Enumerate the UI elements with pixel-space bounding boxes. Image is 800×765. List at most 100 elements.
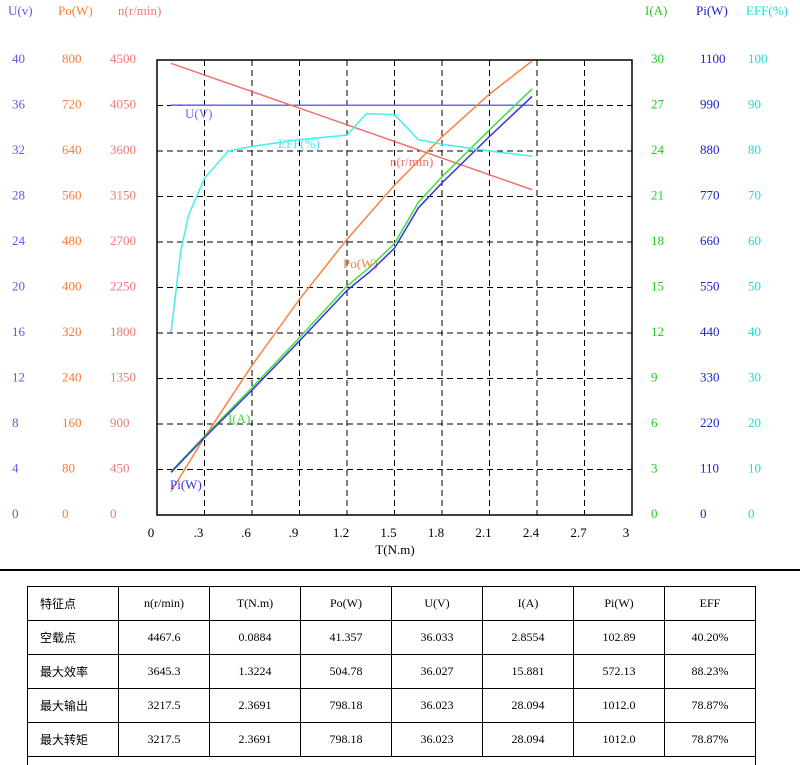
axis-title: U(v) — [8, 3, 33, 18]
table-cell: 798.18 — [301, 723, 392, 757]
table-cell: 36.033 — [392, 621, 483, 655]
y-tick-label: 2250 — [110, 278, 136, 293]
y-tick-label: 0 — [748, 506, 755, 521]
curve-label: n(r/min) — [390, 154, 433, 169]
y-tick-label: 21 — [651, 187, 664, 202]
table-cell: n(r/min) — [119, 587, 210, 621]
table-cell: Pi(W) — [574, 587, 665, 621]
axis-title: EFF(%) — [746, 3, 788, 18]
y-tick-label: 720 — [62, 96, 82, 111]
y-tick-label: 560 — [62, 187, 82, 202]
axis-title: Po(W) — [58, 3, 93, 18]
y-tick-label: 12 — [12, 369, 25, 384]
table-cell: 102.89 — [574, 621, 665, 655]
x-tick-label: 2.4 — [523, 525, 540, 540]
x-tick-label: .9 — [289, 525, 299, 540]
y-tick-label: 24 — [12, 233, 26, 248]
y-tick-label: 110 — [700, 460, 719, 475]
y-tick-label: 32 — [12, 142, 25, 157]
x-tick-label: 0 — [148, 525, 155, 540]
y-tick-label: 1100 — [700, 51, 726, 66]
table-cell: 36.023 — [392, 689, 483, 723]
y-tick-label: 40 — [748, 324, 761, 339]
table-cell: 3217.5 — [119, 689, 210, 723]
curve-label: I(A) — [228, 411, 250, 426]
y-tick-label: 240 — [62, 369, 82, 384]
y-tick-label: 770 — [700, 187, 720, 202]
table-cell: 1012.0 — [574, 723, 665, 757]
y-tick-label: 28 — [12, 187, 25, 202]
y-tick-label: 660 — [700, 233, 720, 248]
y-tick-label: 3150 — [110, 187, 136, 202]
y-tick-label: 990 — [700, 96, 720, 111]
axis-title: n(r/min) — [118, 3, 161, 18]
y-tick-label: 0 — [110, 506, 117, 521]
curve-label: EFF(%) — [278, 136, 320, 151]
table-cell: 36.027 — [392, 655, 483, 689]
y-tick-label: 450 — [110, 460, 130, 475]
y-tick-label: 160 — [62, 415, 82, 430]
y-tick-label: 16 — [12, 324, 26, 339]
table-cell: 798.18 — [301, 689, 392, 723]
table-cell: 最大效率 — [28, 655, 119, 689]
y-tick-label: 12 — [651, 324, 664, 339]
y-tick-label: 1350 — [110, 369, 136, 384]
divider — [0, 569, 800, 571]
table-cell: 4467.6 — [119, 621, 210, 655]
y-tick-label: 4050 — [110, 96, 136, 111]
curve — [171, 61, 532, 492]
y-tick-label: 30 — [651, 51, 664, 66]
y-tick-label: 480 — [62, 233, 82, 248]
x-tick-label: 1.8 — [428, 525, 444, 540]
x-tick-label: 2.7 — [570, 525, 587, 540]
table-cell: 41.357 — [301, 621, 392, 655]
y-tick-label: 24 — [651, 142, 665, 157]
table-cell: Po(W) — [301, 587, 392, 621]
table-cell: 40.20% — [665, 621, 756, 655]
y-tick-label: 3600 — [110, 142, 136, 157]
table-cell: 3645.3 — [119, 655, 210, 689]
y-tick-label: 880 — [700, 142, 720, 157]
y-tick-label: 400 — [62, 278, 82, 293]
y-tick-label: 330 — [700, 369, 720, 384]
table-cell: 28.094 — [483, 689, 574, 723]
y-tick-label: 30 — [748, 369, 761, 384]
y-tick-label: 640 — [62, 142, 82, 157]
y-tick-label: 90 — [748, 96, 761, 111]
y-tick-label: 3 — [651, 460, 658, 475]
curve — [171, 63, 532, 189]
y-tick-label: 100 — [748, 51, 768, 66]
x-tick-label: 3 — [623, 525, 630, 540]
table-cell: 28.094 — [483, 723, 574, 757]
y-tick-label: 10 — [748, 460, 761, 475]
y-tick-label: 6 — [651, 415, 658, 430]
y-tick-label: 15 — [651, 278, 664, 293]
y-tick-label: 50 — [748, 278, 761, 293]
y-tick-label: 440 — [700, 324, 720, 339]
y-tick-label: 900 — [110, 415, 130, 430]
table-cell: 78.87% — [665, 723, 756, 757]
table-cell: 2.3691 — [210, 689, 301, 723]
x-tick-label: 1.2 — [333, 525, 349, 540]
y-tick-label: 0 — [651, 506, 658, 521]
table-cell: 1012.0 — [574, 689, 665, 723]
x-tick-label: .3 — [194, 525, 204, 540]
table-cell: 36.023 — [392, 723, 483, 757]
y-tick-label: 800 — [62, 51, 82, 66]
y-tick-label: 2700 — [110, 233, 136, 248]
y-tick-label: 220 — [700, 415, 720, 430]
y-tick-label: 0 — [700, 506, 707, 521]
x-tick-label: 1.5 — [380, 525, 396, 540]
curve — [171, 114, 532, 333]
y-tick-label: 27 — [651, 96, 665, 111]
table-cell: 0.0884 — [210, 621, 301, 655]
y-tick-label: 550 — [700, 278, 720, 293]
y-tick-label: 36 — [12, 96, 26, 111]
y-tick-label: 9 — [651, 369, 658, 384]
